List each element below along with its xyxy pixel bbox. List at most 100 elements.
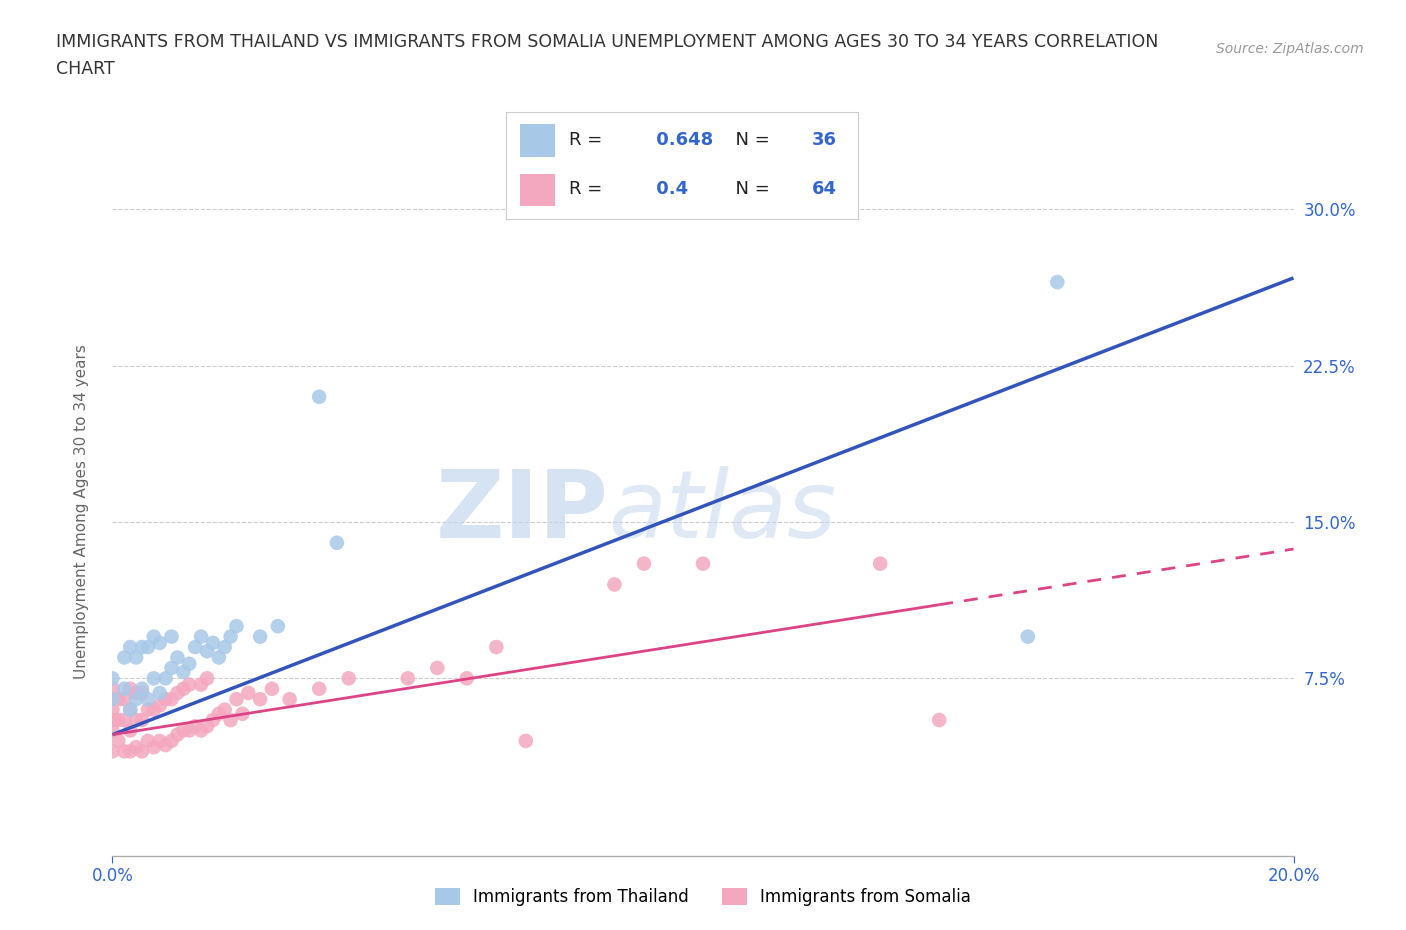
Point <box>160 660 183 675</box>
Point <box>201 712 224 727</box>
Point <box>131 712 153 727</box>
Point <box>166 685 188 700</box>
Point <box>225 692 247 707</box>
Point <box>120 744 142 759</box>
Point <box>195 719 218 734</box>
Point <box>101 702 124 717</box>
Text: 64: 64 <box>813 179 837 197</box>
Point <box>120 682 142 697</box>
Point <box>267 618 290 633</box>
Point <box>190 723 212 737</box>
Text: IMMIGRANTS FROM THAILAND VS IMMIGRANTS FROM SOMALIA UNEMPLOYMENT AMONG AGES 30 T: IMMIGRANTS FROM THAILAND VS IMMIGRANTS F… <box>56 33 1159 50</box>
Point <box>337 671 360 685</box>
Point <box>120 640 142 655</box>
Point <box>190 677 212 692</box>
Point <box>928 712 950 727</box>
Point <box>160 734 183 749</box>
Point <box>396 671 419 685</box>
Point <box>195 644 218 658</box>
Point <box>107 712 129 727</box>
Point <box>136 640 159 655</box>
Point <box>101 744 124 759</box>
Point <box>120 702 142 717</box>
Text: 0.648: 0.648 <box>650 131 713 150</box>
Point <box>101 723 124 737</box>
Point <box>485 640 508 655</box>
Point <box>225 618 247 633</box>
Point <box>172 665 194 680</box>
Point <box>142 671 165 685</box>
Point <box>160 692 183 707</box>
Point <box>136 702 159 717</box>
Point <box>249 692 271 707</box>
Point <box>120 723 142 737</box>
Point <box>125 712 148 727</box>
Point <box>208 650 231 665</box>
Point <box>238 685 260 700</box>
Point <box>142 739 165 754</box>
Point <box>179 677 201 692</box>
Point <box>172 682 194 697</box>
Point <box>155 692 177 707</box>
Point <box>1017 630 1039 644</box>
Point <box>326 536 349 551</box>
Point <box>692 556 714 571</box>
Text: N =: N = <box>724 179 776 197</box>
Point <box>101 712 124 727</box>
Point <box>142 630 165 644</box>
Point <box>184 719 207 734</box>
Bar <box>520 125 555 156</box>
Point <box>112 682 135 697</box>
Point <box>603 577 626 591</box>
Point <box>101 671 124 685</box>
Point <box>112 744 135 759</box>
Point <box>219 712 242 727</box>
Point <box>160 630 183 644</box>
Point <box>308 390 330 405</box>
Point <box>426 660 449 675</box>
Point <box>515 734 537 749</box>
Point <box>179 657 201 671</box>
Point <box>633 556 655 571</box>
Point <box>125 739 148 754</box>
Point <box>166 650 188 665</box>
Point <box>219 630 242 644</box>
Point <box>308 682 330 697</box>
Point <box>131 685 153 700</box>
Point <box>136 734 159 749</box>
Point <box>166 727 188 742</box>
Point <box>112 712 135 727</box>
Text: 0.4: 0.4 <box>650 179 689 197</box>
Point <box>131 640 153 655</box>
Point <box>125 650 148 665</box>
Point <box>208 707 231 722</box>
Point <box>201 635 224 650</box>
Point <box>101 692 124 707</box>
Point <box>155 671 177 685</box>
Text: Source: ZipAtlas.com: Source: ZipAtlas.com <box>1216 42 1364 56</box>
Text: R =: R = <box>569 131 609 150</box>
Legend: Immigrants from Thailand, Immigrants from Somalia: Immigrants from Thailand, Immigrants fro… <box>427 881 979 912</box>
Point <box>125 685 148 700</box>
Point <box>278 692 301 707</box>
Text: N =: N = <box>724 131 776 150</box>
Point <box>190 630 212 644</box>
Point <box>214 702 236 717</box>
Point <box>149 698 172 713</box>
Text: CHART: CHART <box>56 60 115 78</box>
Point <box>101 682 124 697</box>
Point <box>149 734 172 749</box>
Point <box>155 737 177 752</box>
Point <box>131 744 153 759</box>
Point <box>142 702 165 717</box>
Point <box>195 671 218 685</box>
Point <box>149 685 172 700</box>
Text: atlas: atlas <box>609 466 837 557</box>
Point <box>231 707 253 722</box>
Point <box>456 671 478 685</box>
Y-axis label: Unemployment Among Ages 30 to 34 years: Unemployment Among Ages 30 to 34 years <box>75 344 89 679</box>
Bar <box>520 174 555 206</box>
Point <box>184 640 207 655</box>
Point <box>120 702 142 717</box>
Point <box>112 650 135 665</box>
